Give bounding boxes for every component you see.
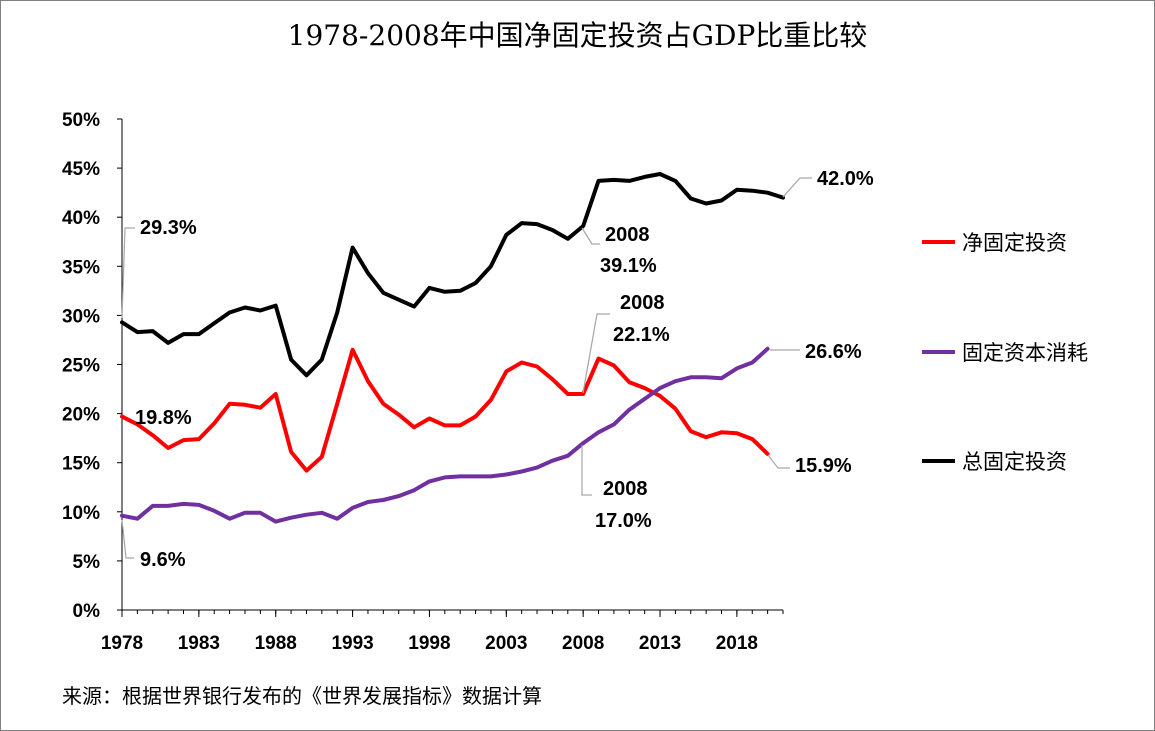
series-line-1: [120, 346, 770, 524]
label-purple-2008-year: 2008: [603, 478, 648, 500]
label-red-start: 19.8%: [135, 407, 192, 429]
source-note: 来源：根据世界银行发布的《世界发展指标》数据计算: [62, 684, 542, 708]
y-tick-label: 40%: [62, 208, 100, 229]
legend-label-0: 净固定投资: [962, 231, 1067, 255]
series-line-2: [120, 172, 785, 378]
x-tick-label: 1998: [408, 633, 450, 654]
x-tick-label: 2008: [562, 633, 604, 654]
label-purple-2008-value: 17.0%: [595, 510, 652, 532]
label-black-end: 42.0%: [817, 168, 874, 190]
leader-line-black-start: [121, 227, 135, 319]
y-tick-label: 30%: [62, 306, 100, 327]
y-tick-label: 20%: [62, 405, 100, 426]
y-tick-label: 10%: [62, 503, 100, 524]
y-tick-label: 25%: [62, 356, 100, 377]
leader-line-purple-2008: [581, 445, 592, 496]
label-red-2008-value: 22.1%: [613, 324, 670, 346]
y-tick-label: 5%: [73, 552, 101, 573]
label-purple-end: 26.6%: [805, 341, 862, 363]
x-tick-label: 1983: [178, 633, 220, 654]
legend-label-2: 总固定投资: [962, 450, 1067, 474]
leader-line-purple-start: [121, 519, 134, 559]
leader-line-black-end: [782, 177, 812, 198]
series-line-0: [120, 347, 770, 473]
legend-label-1: 固定资本消耗: [962, 341, 1088, 365]
x-tick-label: 1993: [331, 633, 373, 654]
y-tick-label: 45%: [62, 159, 100, 180]
label-black-start: 29.3%: [140, 217, 197, 239]
label-red-end: 15.9%: [795, 455, 852, 477]
x-tick-label: 2003: [485, 633, 527, 654]
label-red-2008-year: 2008: [620, 292, 665, 314]
leader-line-red-2008: [582, 313, 610, 394]
series-lines: [120, 172, 785, 524]
x-tick-label: 2018: [716, 633, 758, 654]
leader-line-red-end: [767, 454, 790, 469]
y-tick-label: 15%: [62, 454, 100, 475]
y-tick-label: 0%: [73, 601, 101, 622]
x-tick-label: 1978: [101, 633, 143, 654]
label-purple-start: 9.6%: [140, 549, 186, 571]
x-tick-label: 1988: [255, 633, 297, 654]
chart-title: 1978-2008年中国净固定投资占GDP比重比较: [287, 19, 868, 52]
data-labels: 29.3% 2008 39.1% 42.0% 19.8% 2008 22.1% …: [121, 168, 874, 571]
axes: 0% 5% 10% 15% 20% 25% 30% 35% 40% 45% 50% 1978 1983 1…: [62, 110, 784, 654]
label-black-2008-value: 39.1%: [600, 255, 657, 277]
y-tick-label: 50%: [62, 110, 100, 131]
x-tick-label: 2013: [639, 633, 681, 654]
leader-line-black-2008: [581, 227, 600, 245]
y-tick-label: 35%: [62, 257, 100, 278]
label-black-2008-year: 2008: [605, 224, 650, 246]
